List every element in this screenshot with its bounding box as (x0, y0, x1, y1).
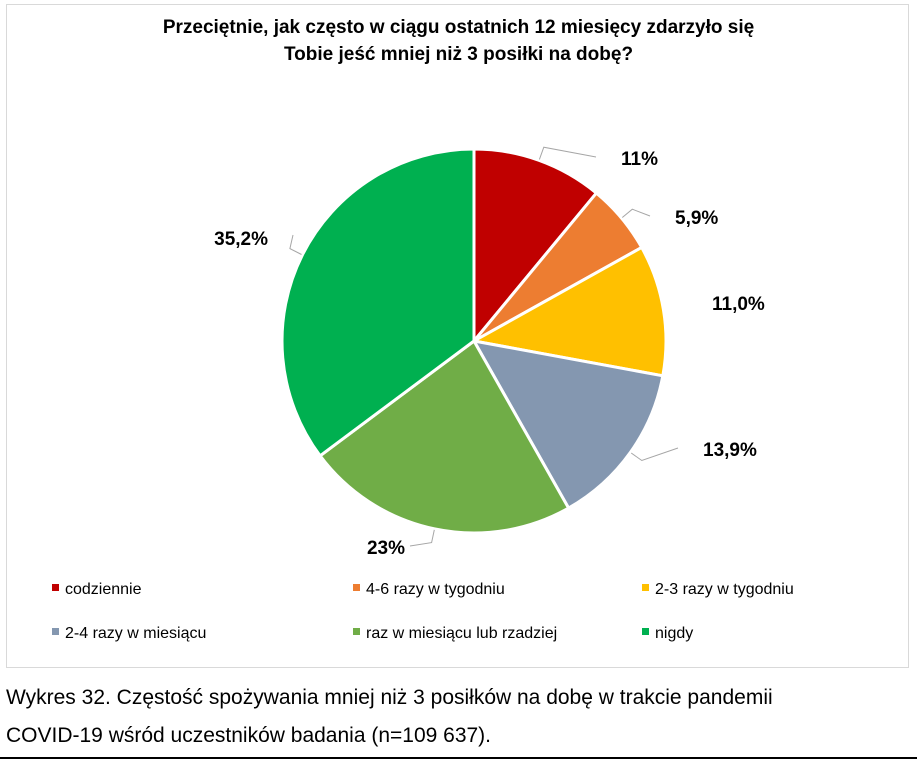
data-label-6: 35,2% (214, 229, 268, 250)
pie-slice-1 (472, 147, 598, 343)
legend-item-3: 2-3 razy w tygodniu (642, 580, 794, 600)
leader-line-1 (538, 146, 597, 160)
leader-line-5 (409, 529, 435, 547)
data-label-5: 23% (367, 538, 405, 559)
legend-swatch (353, 584, 360, 592)
leader-line-2 (621, 208, 651, 218)
legend-label: codziennie (65, 581, 142, 598)
caption-line-2: COVID-19 wśród uczestników badania (n=10… (6, 724, 492, 747)
caption-line-1: Wykres 32. Częstość spożywania mniej niż… (6, 686, 773, 709)
legend-swatch (642, 584, 649, 592)
legend-label: 4-6 razy w tygodniu (366, 581, 505, 598)
data-label-4: 13,9% (703, 440, 757, 461)
chart-title-line-2: Tobie jeść mniej niż 3 posiłki na dobę? (283, 44, 634, 65)
legend-item-1: codziennie (52, 580, 142, 600)
legend-swatch (52, 584, 59, 592)
data-label-1: 11% (621, 149, 658, 170)
chart-title-line-1: Przeciętnie, jak często w ciągu ostatnic… (162, 17, 755, 38)
legend-swatch (52, 628, 59, 636)
legend-swatch (642, 628, 649, 636)
legend-item-4: 2-4 razy w miesiącu (52, 624, 206, 644)
legend-item-5: raz w miesiącu lub rzadziej (353, 624, 557, 644)
data-label-2: 5,9% (675, 208, 718, 229)
data-label-3: 11,0% (712, 294, 765, 315)
leader-line-4 (630, 447, 679, 462)
legend-item-2: 4-6 razy w tygodniu (353, 580, 505, 600)
bottom-rule (0, 757, 917, 759)
legend-label: 2-4 razy w miesiącu (65, 625, 207, 642)
pie-slice-3 (472, 245, 668, 378)
legend-swatch (353, 628, 360, 636)
pie-slice-6 (280, 147, 476, 458)
legend-label: 2-3 razy w tygodniu (655, 581, 794, 598)
pie-slice-5 (318, 339, 571, 535)
legend-label: raz w miesiącu lub rzadziej (366, 625, 558, 642)
pie-slice-4 (472, 339, 665, 510)
leader-line-6 (289, 234, 302, 255)
legend-label: nigdy (655, 625, 694, 642)
chart-title: Przeciętnie, jak często w ciągu ostatnic… (0, 14, 917, 68)
legend-item-6: nigdy (642, 624, 693, 644)
